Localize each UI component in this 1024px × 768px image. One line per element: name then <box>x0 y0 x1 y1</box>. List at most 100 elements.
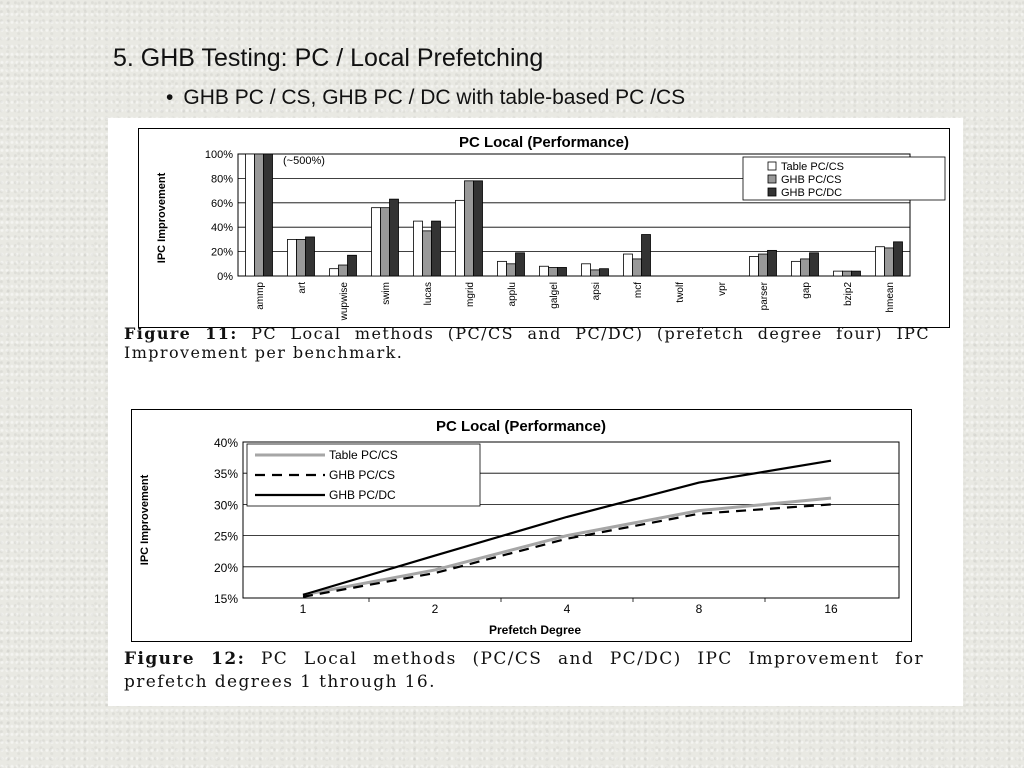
bar-category-label: vpr <box>717 281 728 296</box>
bar-chart-ylabel: IPC Improvement <box>156 172 168 263</box>
bar-ytick-label: 80% <box>211 173 233 185</box>
bar-category-label: mgrid <box>465 282 476 307</box>
bar-category-label: bzip2 <box>843 282 854 306</box>
line-ytick-label: 35% <box>214 467 238 481</box>
line-chart-ylabel: IPC Improvement <box>139 474 151 565</box>
bar <box>539 265 549 277</box>
bar-category-label: gap <box>801 282 812 299</box>
line-series <box>302 496 832 597</box>
bar <box>851 270 861 277</box>
line-ytick-label: 20% <box>214 561 238 575</box>
bar-ytick-label: 60% <box>211 198 233 210</box>
bar-legend-label: GHB PC/CS <box>781 174 842 186</box>
bar <box>254 153 264 277</box>
slide-bullet: • GHB PC / CS, GHB PC / DC with table-bas… <box>166 86 685 110</box>
bar <box>833 270 843 277</box>
bar-chart-title: PC Local (Performance) <box>459 134 629 151</box>
bar <box>800 258 810 277</box>
bar <box>422 230 432 277</box>
bar-category-label: galgel <box>549 282 560 309</box>
bar <box>842 270 852 277</box>
bar <box>305 236 315 277</box>
figure-panel: PC Local (Performance) IPC Improvement 0… <box>108 118 963 706</box>
line-series <box>302 503 832 598</box>
bar-chart: PC Local (Performance) IPC Improvement 0… <box>138 128 950 328</box>
bar <box>347 254 357 277</box>
line-xtick-label: 2 <box>432 602 439 616</box>
bar <box>464 180 474 277</box>
figure-12-text: PC Local methods (PC/CS and PC/DC) IPC I… <box>124 649 925 692</box>
bullet-dot-icon: • <box>166 86 174 109</box>
bar-category-label: mcf <box>633 282 644 298</box>
bar-legend-box <box>742 156 946 201</box>
line-ytick-label: 30% <box>214 498 238 512</box>
line-xtick-label: 1 <box>300 602 307 616</box>
figure-12-caption: Figure 12: PC Local methods (PC/CS and P… <box>124 648 924 694</box>
bar <box>557 267 567 277</box>
bar-category-label: parser <box>759 281 770 310</box>
bar <box>875 246 885 277</box>
bar-category-label: applu <box>507 282 518 306</box>
line-legend-label: Table PC/CS <box>329 448 398 462</box>
bar-category-label: apsi <box>591 282 602 300</box>
bar <box>338 264 348 277</box>
bar <box>548 267 558 277</box>
bar <box>263 153 273 277</box>
bar <box>506 263 516 277</box>
bar <box>758 253 768 277</box>
bar <box>884 247 894 277</box>
line-ytick-label: 25% <box>214 530 238 544</box>
bar <box>515 252 525 277</box>
bar <box>296 239 306 277</box>
line-chart-xlabel: Prefetch Degree <box>489 623 581 637</box>
bar-category-label: lucas <box>423 282 434 305</box>
bar <box>413 220 423 277</box>
bar-legend-swatch <box>767 187 777 197</box>
bar <box>893 241 903 277</box>
line-legend: Table PC/CS GHB PC/CS GHB PC/DC <box>246 443 481 507</box>
bar <box>287 239 297 277</box>
line-series <box>302 459 832 596</box>
figure-11-label: Figure 11: <box>124 324 238 343</box>
slide-title: 5. GHB Testing: PC / Local Prefetching <box>113 44 544 72</box>
bar <box>371 207 381 277</box>
bar-legend-swatch <box>767 161 777 171</box>
bar <box>590 269 600 277</box>
bar <box>245 153 255 277</box>
figure-11-caption: Figure 11: PC Local methods (PC/CS and P… <box>124 324 930 362</box>
bar-ytick-label: 20% <box>211 247 233 259</box>
bar-category-label: swim <box>381 282 392 305</box>
bar <box>497 260 507 277</box>
line-ytick-label: 15% <box>214 592 238 606</box>
bar <box>581 263 591 277</box>
bar-legend-label: GHB PC/DC <box>781 187 842 199</box>
bar <box>455 199 465 277</box>
line-xtick-label: 16 <box>824 602 838 616</box>
bar-category-label: twolf <box>675 282 686 303</box>
bar-category-label: hmean <box>885 282 896 313</box>
bar-category-label: wupwise <box>339 282 350 322</box>
figure-12-label: Figure 12: <box>124 649 246 669</box>
figure-11-text: PC Local methods (PC/CS and PC/DC) (pref… <box>124 324 930 362</box>
bar-ytick-label: 40% <box>211 222 233 234</box>
bar-annotation: (~500%) <box>283 155 325 167</box>
line-chart-title: PC Local (Performance) <box>436 418 606 435</box>
bar <box>641 234 651 277</box>
bar <box>632 258 642 277</box>
slide-bullet-text: GHB PC / CS, GHB PC / DC with table-base… <box>183 86 686 109</box>
line-ytick-label: 40% <box>214 436 238 450</box>
bar-ytick-label: 100% <box>205 149 233 161</box>
line-legend-label: GHB PC/DC <box>329 488 396 502</box>
bar <box>809 252 819 277</box>
bar-ytick-label: 0% <box>217 271 233 283</box>
bar <box>473 180 483 277</box>
line-chart: PC Local (Performance) IPC Improvement P… <box>131 409 912 642</box>
bar <box>599 268 609 277</box>
bar <box>623 253 633 277</box>
bar <box>380 207 390 277</box>
bar <box>749 256 759 277</box>
bar-legend-swatch <box>767 174 777 184</box>
bar <box>389 198 399 277</box>
bar <box>791 260 801 277</box>
